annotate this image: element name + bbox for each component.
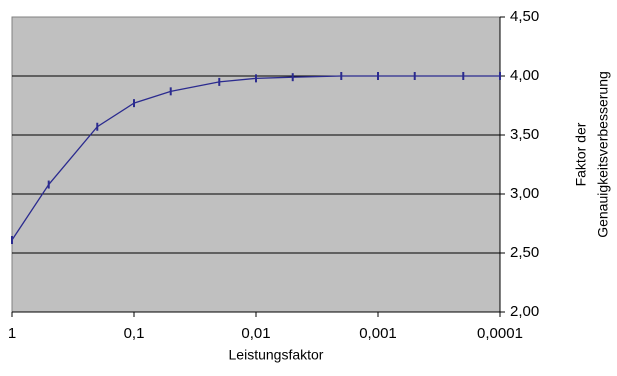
x-tick-label: 0,1	[124, 325, 145, 342]
x-tick-label: 0,0001	[477, 325, 523, 342]
y-tick-label: 2,50	[510, 244, 539, 261]
y-tick-label: 4,00	[510, 67, 539, 84]
y-axis-title: Faktor der	[573, 122, 589, 186]
x-tick-label: 0,001	[359, 325, 397, 342]
y-axis-title: Genauigkeitsverbesserung	[595, 71, 611, 238]
x-axis-title: Leistungsfaktor	[229, 347, 324, 363]
plot-area	[11, 16, 501, 313]
x-tick-label: 1	[8, 325, 16, 342]
y-tick-label: 4,50	[510, 8, 539, 25]
y-tick-label: 3,00	[510, 185, 539, 202]
x-tick-label: 0,01	[241, 325, 270, 342]
y-tick-label: 2,00	[510, 303, 539, 320]
y-tick-label: 3,50	[510, 126, 539, 143]
